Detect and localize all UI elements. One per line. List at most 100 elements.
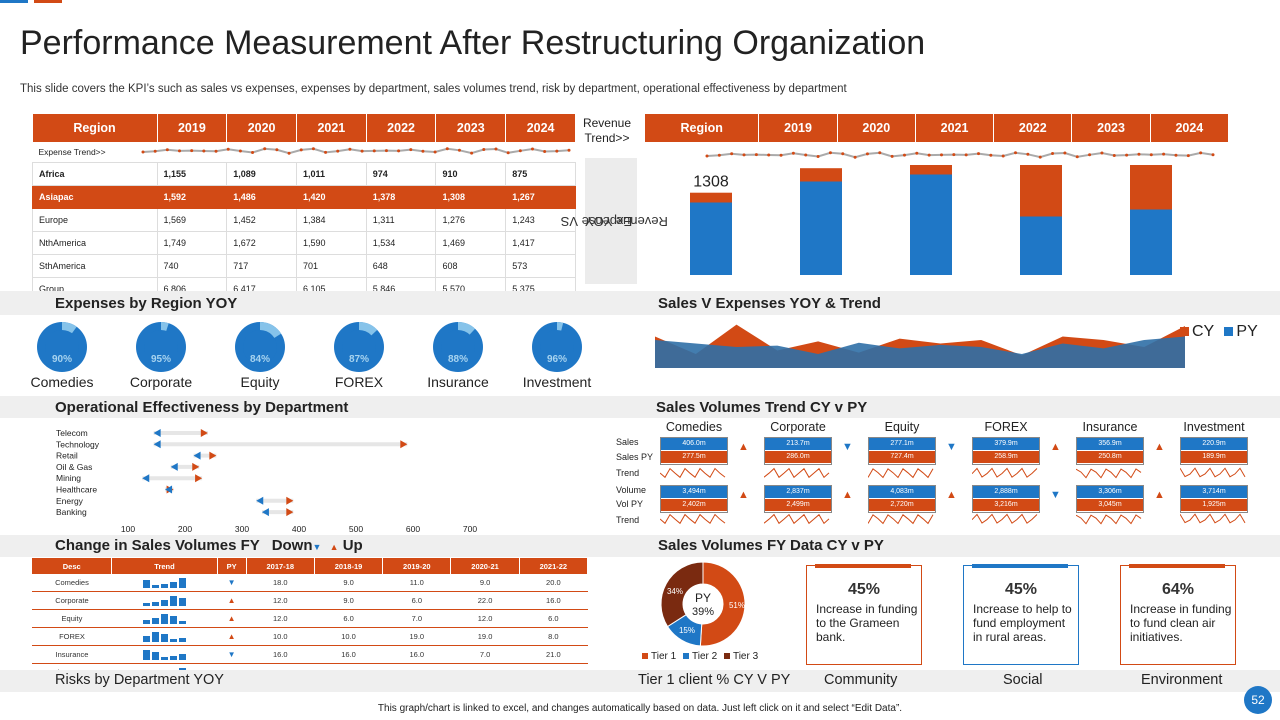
sparkline-dot	[506, 151, 510, 155]
card-text: Increase to help to fund employment in r…	[973, 602, 1072, 644]
table-cell: 740	[156, 254, 228, 278]
expense-gauge: 90%	[37, 322, 87, 372]
table-row[interactable]: Equity ▲ 12.0 6.0 7.0 12.0 6.0	[32, 609, 588, 628]
table-row[interactable]: Insurance ▼ 16.0 16.0 16.0 7.0 21.0	[32, 645, 588, 664]
donut-slice[interactable]	[660, 561, 704, 628]
table-cell: 573	[505, 254, 576, 278]
cy-marker	[286, 496, 294, 505]
table-row[interactable]: NthAmerica 1,749 1,672 1,590 1,534 1,469 1,417	[32, 231, 576, 255]
tier2-swatch	[682, 653, 689, 660]
sparkline-dot	[853, 155, 857, 159]
change-sales-table[interactable]: Desc Trend PY 2017-18 2018-19 2019-20 2020-21 2…	[32, 558, 589, 682]
sparkline-dot	[335, 149, 339, 153]
sales-v-expenses-area-chart[interactable]	[655, 318, 1190, 368]
sparkline-dot	[347, 147, 351, 151]
page-number: 52	[1244, 686, 1272, 714]
expense-bar[interactable]	[910, 174, 952, 276]
sales-pill: 220.9m 189.9m	[1180, 437, 1248, 465]
down-arrow-icon: ▼	[842, 441, 853, 453]
region-expense-table[interactable]: Region 2019 2020 2021 2022 2023 2024 Expense T…	[32, 114, 576, 301]
revenue-table-header: 2020	[837, 114, 916, 142]
table-cell: 1,672	[226, 231, 297, 255]
volume-pill: 3,494m 2,402m	[660, 485, 728, 513]
trend-bar	[179, 637, 186, 642]
environment-label: Environment	[1141, 672, 1223, 688]
sparkline-dot	[989, 153, 993, 157]
trend-bar	[152, 651, 159, 660]
sales-pill: 213.7m 286.0m	[764, 437, 832, 465]
cy-marker	[195, 474, 203, 483]
expense-gauge: 96%	[532, 322, 582, 372]
up-arrow-icon: ▲	[227, 596, 236, 605]
table-cell: 717	[226, 254, 297, 278]
py-marker	[153, 440, 161, 449]
legend-cy-swatch	[1180, 327, 1189, 337]
revenue-table[interactable]: Region 2019 2020 2021 2022 2023 2024	[645, 114, 1230, 142]
region-table-header: Region	[32, 114, 158, 142]
donut-slice[interactable]	[699, 561, 746, 647]
expense-bar[interactable]	[800, 181, 842, 276]
table-row[interactable]: Comedies ▼ 18.0 9.0 11.0 9.0 20.0	[32, 574, 588, 592]
sparkline-dot	[420, 149, 424, 153]
sparkline-dot	[952, 153, 956, 157]
table-row[interactable]: Africa 1,155 1,089 1,011 974 910 875	[32, 162, 576, 186]
bar-data-label: 1308	[693, 174, 729, 191]
sparkline-dot	[1112, 154, 1116, 157]
sparkline-dot	[238, 149, 242, 153]
revenue-trend-sparkline	[705, 151, 1215, 159]
sales-value: 356.9m	[1077, 438, 1143, 450]
row-desc: Insurance	[32, 645, 112, 664]
sv-column-header: Comedies	[665, 420, 723, 434]
legend-py: PY	[1236, 323, 1258, 340]
change-sales-title: Change in Sales Volumes FY	[55, 537, 260, 554]
trend-bar	[152, 584, 159, 588]
down-arrow-icon: ▼	[946, 441, 957, 453]
trend-line	[764, 513, 830, 525]
sparkline-dot	[177, 149, 181, 153]
row-value: 16.0	[519, 591, 588, 610]
region-table-header: 2019	[157, 114, 228, 142]
table-cell: 1,155	[156, 162, 228, 186]
region-table-header: 2020	[226, 114, 297, 142]
table-row[interactable]: SthAmerica 740 717 701 648 608 573	[32, 254, 576, 278]
page-title: Performance Measurement After Restructur…	[20, 24, 926, 62]
change-table-header: PY	[217, 558, 247, 574]
section-band-1	[0, 291, 1280, 315]
card-accent	[1129, 564, 1225, 568]
expense-bar[interactable]	[1020, 216, 1062, 276]
vol-py-value: 2,402m	[661, 498, 727, 511]
sparkline-dot	[433, 150, 437, 154]
gauge-inner	[441, 330, 475, 364]
risks-label: Risks by Department YOY	[55, 672, 224, 688]
row-trend-bars	[111, 609, 218, 628]
trend-bar	[161, 656, 168, 660]
table-cell: 1,378	[365, 185, 437, 209]
gauge-inner	[540, 330, 574, 364]
trend-bar	[179, 577, 186, 588]
trend-line	[660, 513, 726, 525]
table-row[interactable]: Asiapac 1,592 1,486 1,420 1,378 1,308 1,267	[32, 185, 576, 209]
slice-label: 15%	[679, 626, 695, 635]
row-desc: Equity	[32, 609, 112, 628]
sv-row-label: Sales	[616, 437, 639, 447]
py-area[interactable]	[655, 336, 1185, 369]
expense-bar[interactable]	[1130, 209, 1172, 276]
slice-label: 51%	[729, 601, 745, 610]
tier1-legend: Tier 1	[651, 651, 677, 662]
volume-value: 2,837m	[765, 486, 831, 498]
sales-v-expenses-heading: Sales V Expenses YOY & Trend	[658, 295, 881, 312]
sparkline-dot	[299, 148, 303, 152]
up-arrow-icon: ▲	[227, 632, 236, 641]
table-row[interactable]: Corporate ▲ 12.0 9.0 6.0 22.0 16.0	[32, 591, 588, 610]
table-row[interactable]: Europe 1,569 1,452 1,384 1,311 1,276 1,243	[32, 208, 576, 232]
sv-row-label: Trend	[616, 468, 640, 478]
sparkline-dot	[1063, 151, 1067, 155]
expense-vs-revenue-chart[interactable]: 13081378142014861592	[645, 165, 1235, 285]
table-row[interactable]: FOREX ▲ 10.0 10.0 19.0 19.0 8.0	[32, 627, 588, 646]
expense-bar[interactable]	[690, 202, 732, 276]
sparkline-dot	[964, 153, 968, 157]
change-sales-heading: Change in Sales Volumes FY Down▼ ▲ Up	[55, 537, 363, 554]
sparkline-dot	[754, 153, 758, 157]
